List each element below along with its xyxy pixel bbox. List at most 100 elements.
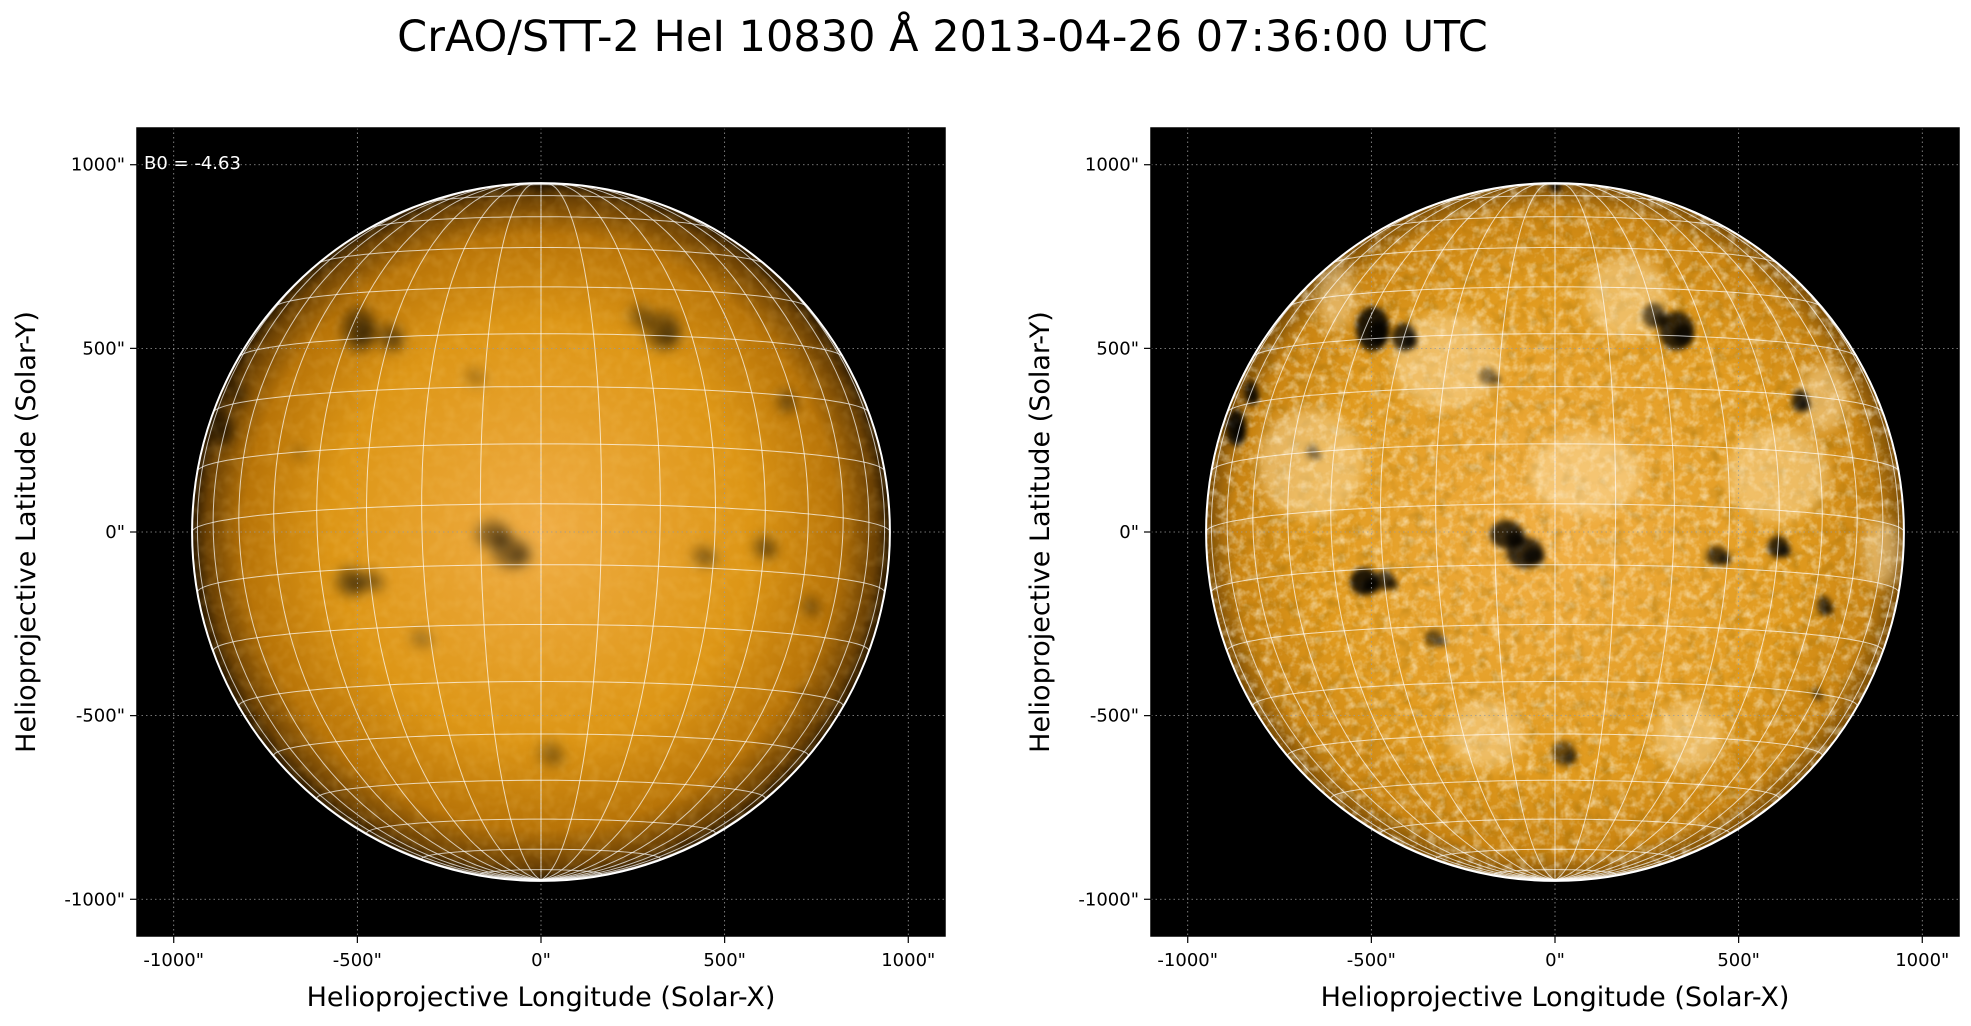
meridian-line bbox=[1554, 183, 1780, 881]
dark-feature bbox=[704, 554, 718, 566]
x-tick-label: 1000" bbox=[881, 950, 935, 971]
parallel-line bbox=[192, 503, 890, 533]
y-tick-label: 1000" bbox=[1085, 155, 1139, 176]
parallel-line bbox=[212, 624, 870, 652]
y-tick-label: -500" bbox=[1090, 706, 1139, 727]
dark-feature bbox=[1672, 323, 1694, 347]
dark-feature bbox=[1368, 320, 1389, 346]
y-tick-label: 500" bbox=[82, 338, 125, 359]
filament-group bbox=[1226, 183, 1834, 766]
meridian-line bbox=[238, 186, 542, 881]
meridian-line bbox=[421, 183, 542, 881]
parallel-line bbox=[367, 216, 715, 230]
x-tick-label: 0" bbox=[531, 950, 551, 971]
parallel-line bbox=[212, 386, 870, 413]
solar-limb bbox=[1205, 182, 1905, 882]
meridian-line bbox=[540, 191, 870, 881]
heliographic-grid bbox=[192, 183, 890, 881]
meridian-line bbox=[1554, 216, 1900, 881]
dark-feature bbox=[804, 693, 810, 702]
dark-feature bbox=[549, 750, 564, 765]
dark-feature bbox=[476, 375, 487, 385]
meridian-line bbox=[1554, 183, 1731, 881]
parallel-line bbox=[196, 564, 886, 593]
figure-title: CrAO/STT-2 HeI 10830 Å 2013-04-26 07:36:… bbox=[397, 12, 1488, 62]
y-tick-label: -1000" bbox=[1078, 889, 1139, 910]
parallel-line bbox=[1493, 869, 1617, 875]
dark-feature bbox=[1653, 312, 1668, 327]
y-tick-label: -500" bbox=[76, 706, 125, 727]
meridian-line bbox=[1554, 183, 1617, 881]
x-tick-label: 1000" bbox=[1895, 950, 1949, 971]
parallel-line bbox=[1435, 848, 1675, 859]
meridian-line bbox=[1554, 183, 1675, 881]
plage-patch bbox=[1257, 409, 1364, 519]
parallel-line bbox=[1253, 333, 1857, 357]
meridian-line bbox=[1210, 216, 1556, 881]
meridian-line bbox=[479, 183, 542, 881]
meridian-line bbox=[540, 184, 809, 881]
meridian-line bbox=[1330, 183, 1556, 881]
parallel-line bbox=[1210, 564, 1900, 593]
y-tick-label: 0" bbox=[105, 522, 125, 543]
meridian-line bbox=[540, 183, 717, 881]
parallel-line bbox=[1381, 216, 1729, 230]
y-axis-label: Helioprojective Latitude (Solar-Y) bbox=[11, 311, 42, 753]
dark-feature bbox=[1818, 693, 1824, 702]
parallel-line bbox=[238, 681, 844, 707]
meridian-line bbox=[196, 216, 542, 881]
dark-feature bbox=[1251, 389, 1260, 404]
dark-feature bbox=[1522, 547, 1545, 566]
parallel-line bbox=[316, 779, 766, 799]
meridian-line bbox=[273, 184, 542, 881]
dark-feature bbox=[1386, 578, 1399, 591]
parallel-line bbox=[1288, 286, 1822, 308]
parallel-line bbox=[1330, 779, 1780, 799]
parallel-line bbox=[1211, 443, 1899, 471]
dark-feature bbox=[1403, 332, 1418, 349]
x-tick-label: -500" bbox=[1347, 950, 1396, 971]
meridian-line bbox=[1379, 183, 1556, 881]
filament-group bbox=[212, 183, 820, 766]
dark-feature bbox=[1563, 750, 1578, 765]
meridian-line bbox=[540, 183, 603, 881]
panel-left: -1000" 1000" -500" 500" 0" 0" 500" -500" 1000" -1… bbox=[11, 127, 946, 1013]
dark-feature bbox=[1778, 544, 1792, 558]
parallel-line bbox=[1226, 386, 1884, 413]
dark-feature bbox=[372, 578, 385, 591]
y-tick-label: -1000" bbox=[64, 889, 125, 910]
x-tick-label: -1000" bbox=[143, 950, 204, 971]
parallel-line bbox=[273, 733, 809, 756]
dark-feature bbox=[508, 547, 531, 566]
x-axis-label: Helioprojective Longitude (Solar-X) bbox=[307, 982, 776, 1013]
parallel-line bbox=[274, 286, 808, 308]
parallel-line bbox=[1226, 624, 1884, 652]
parallel-line bbox=[197, 443, 885, 471]
solar-limb bbox=[191, 182, 891, 882]
meridian-line bbox=[1554, 184, 1823, 881]
dark-feature bbox=[389, 332, 404, 349]
meridian-line bbox=[1226, 191, 1556, 881]
parallel-line bbox=[479, 869, 603, 875]
dark-feature bbox=[237, 389, 246, 404]
parallel-line bbox=[1439, 195, 1671, 204]
x-tick-label: -500" bbox=[333, 950, 382, 971]
y-tick-label: 1000" bbox=[71, 155, 125, 176]
parallel-line bbox=[1206, 503, 1904, 533]
parallel-line bbox=[1252, 681, 1858, 707]
meridian-line bbox=[1554, 191, 1884, 881]
dark-feature bbox=[1718, 554, 1732, 566]
meridian-line bbox=[316, 183, 542, 881]
dark-feature bbox=[764, 544, 778, 558]
heliographic-grid bbox=[1206, 183, 1904, 881]
parallel-line bbox=[317, 247, 765, 265]
meridian-line bbox=[1435, 183, 1556, 881]
b0-annotation: B0 = -4.63 bbox=[144, 153, 241, 174]
meridian-line bbox=[1493, 183, 1556, 881]
parallel-line bbox=[1287, 733, 1823, 756]
dark-feature bbox=[639, 312, 654, 327]
dark-feature bbox=[811, 604, 820, 616]
parallel-line bbox=[1331, 247, 1779, 265]
meridian-line bbox=[365, 183, 542, 881]
